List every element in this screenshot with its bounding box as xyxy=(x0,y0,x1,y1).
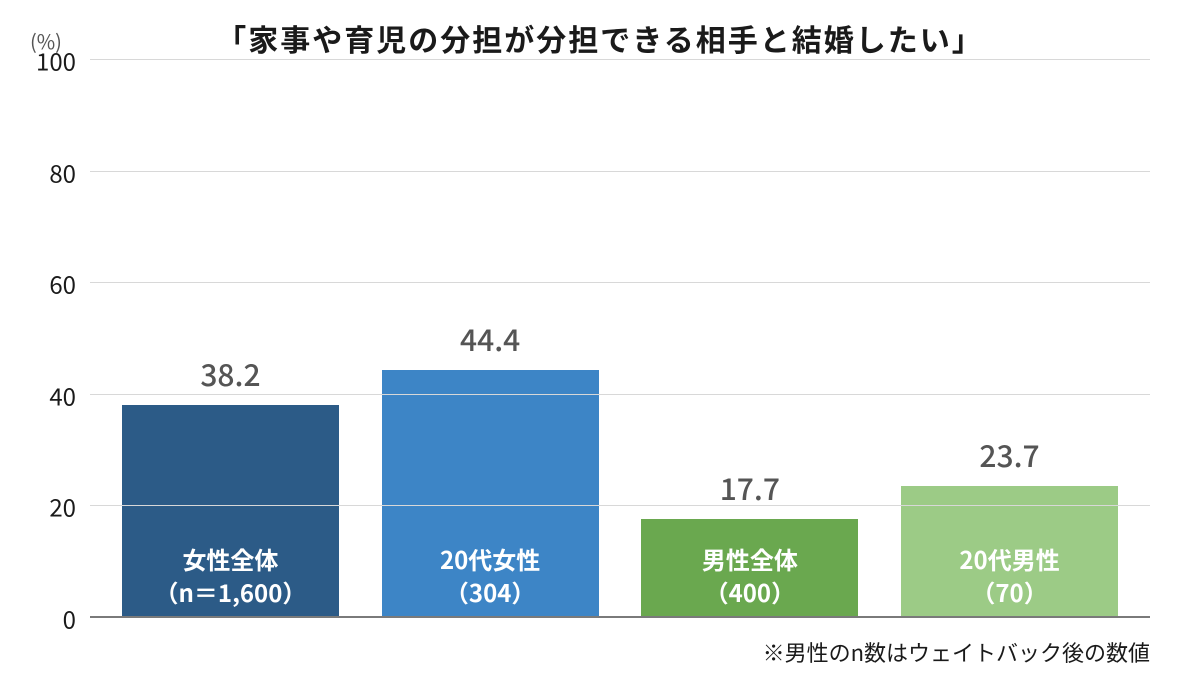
bar-category-label: 20代女性 （304） xyxy=(382,543,599,608)
bar-category-label: 男性全体 （400） xyxy=(641,543,858,608)
gridline xyxy=(90,505,1150,506)
x-axis-baseline xyxy=(90,616,1150,618)
bar-value-label: 17.7 xyxy=(641,465,858,509)
plot-area: 女性全体 （n＝1,600） 38.2 20代女性 （304） 44.4 男性全体 （4… xyxy=(90,60,1150,618)
bar-category-label: 20代男性 （70） xyxy=(901,543,1118,608)
bar-category-label: 女性全体 （n＝1,600） xyxy=(122,543,339,608)
y-tick-label: 80 xyxy=(49,154,90,189)
gridline xyxy=(90,394,1150,395)
y-tick-label: 40 xyxy=(49,377,90,412)
bar-value-label: 23.7 xyxy=(901,432,1118,476)
bars-layer: 女性全体 （n＝1,600） 38.2 20代女性 （304） 44.4 男性全体 （4… xyxy=(90,60,1150,618)
bar: 20代女性 （304） xyxy=(382,370,599,618)
bar: 女性全体 （n＝1,600） xyxy=(122,405,339,618)
bar-value-label: 44.4 xyxy=(382,316,599,360)
y-tick-label: 20 xyxy=(49,489,90,524)
chart-footnote: ※男性のn数はウェイトバック後の数値 xyxy=(763,636,1150,668)
gridline xyxy=(90,59,1150,60)
y-tick-label: 100 xyxy=(36,43,90,78)
bar: 男性全体 （400） xyxy=(641,519,858,618)
y-tick-label: 0 xyxy=(63,601,90,636)
gridline xyxy=(90,171,1150,172)
bar-chart: 「家事や育児の分担が分担できる相手と結婚したい」 (%) 女性全体 （n＝1,6… xyxy=(0,0,1200,692)
chart-title: 「家事や育児の分担が分担できる相手と結婚したい」 xyxy=(0,16,1200,60)
gridline xyxy=(90,282,1150,283)
bar-value-label: 38.2 xyxy=(122,351,339,395)
y-tick-label: 60 xyxy=(49,266,90,301)
